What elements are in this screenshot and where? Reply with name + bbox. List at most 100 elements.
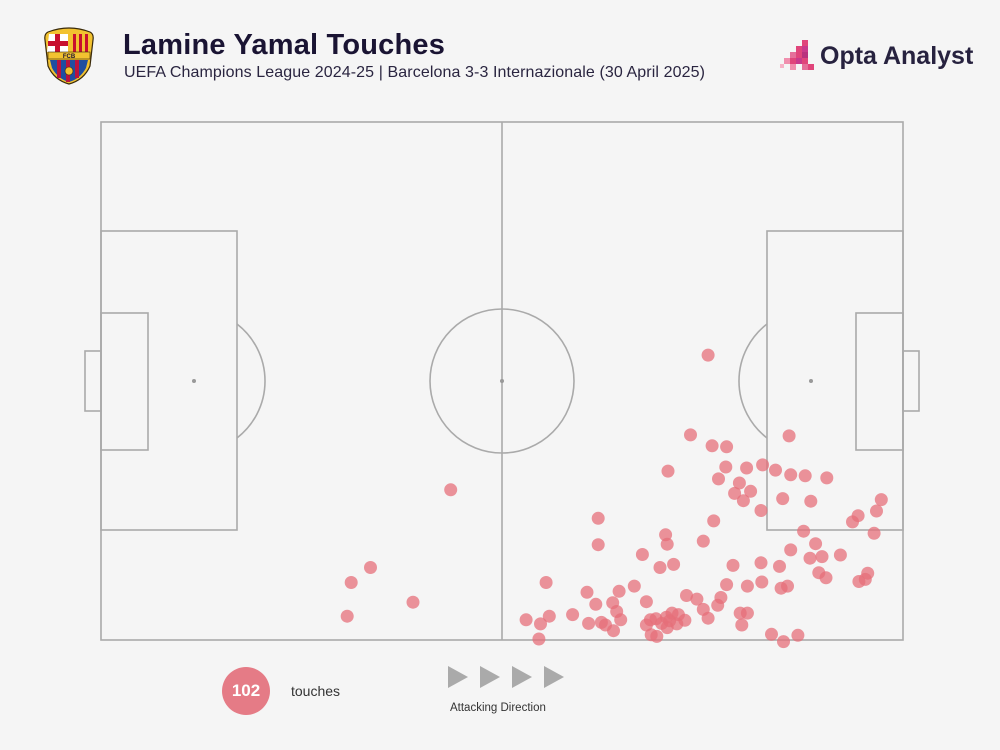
touch-point [653, 561, 667, 574]
touch-point [756, 458, 770, 472]
touch-point [736, 494, 750, 508]
touch-point [755, 575, 769, 589]
touch-point [720, 440, 734, 454]
touch-point [720, 578, 734, 592]
touch-points [340, 348, 888, 649]
touch-point [661, 464, 675, 478]
touch-point [782, 429, 796, 443]
touch-point [684, 428, 697, 442]
touch-point [740, 461, 754, 475]
touch-point [612, 584, 626, 598]
attacking-direction-arrows-icon [448, 666, 564, 688]
touch-point [754, 504, 768, 517]
crest-lettering: FCB [63, 54, 76, 60]
touch-point [744, 484, 758, 498]
brand-name: Opta Analyst [820, 42, 974, 70]
touch-point [340, 609, 354, 623]
touch-point [867, 526, 881, 540]
touch-point [591, 538, 605, 552]
left-six-yard-box [100, 312, 149, 451]
touch-point [594, 615, 608, 629]
touch-point [784, 543, 798, 557]
touch-point [582, 616, 596, 630]
touch-count-label: touches [291, 683, 341, 699]
touch-point [591, 511, 605, 525]
touch-point [406, 595, 420, 609]
touch-point [580, 585, 594, 599]
right-penalty-spot [809, 379, 813, 383]
touch-point [712, 472, 725, 486]
touch-point [735, 618, 749, 632]
touch-point [740, 579, 754, 593]
touch-point [539, 576, 553, 589]
touch-point [833, 548, 847, 562]
touch-point [542, 609, 556, 623]
touch-count-badge: 102 [222, 667, 270, 715]
touch-point [719, 460, 733, 474]
direction-arrow-icon [544, 666, 564, 688]
left-penalty-arc [236, 323, 266, 439]
pitch-spots [192, 379, 813, 383]
chart-title: Lamine Yamal Touches [123, 29, 446, 61]
right-goal [902, 350, 920, 412]
centre-spot [500, 379, 504, 383]
touch-point [566, 608, 580, 622]
touch-point [773, 559, 786, 573]
touch-point [870, 504, 883, 518]
touch-point [714, 591, 728, 604]
touch-point [364, 561, 377, 574]
touch-point [660, 621, 674, 635]
touch-point [784, 468, 798, 482]
touch-point [344, 576, 358, 589]
touch-point [820, 471, 834, 485]
touch-point [705, 439, 719, 453]
touch-point [644, 628, 658, 642]
touch-point [639, 618, 653, 632]
touch-point [635, 548, 649, 561]
touch-point [852, 575, 866, 588]
touch-point [614, 613, 628, 627]
touch-point [874, 493, 888, 507]
touch-point [776, 492, 790, 506]
right-penalty-arc [738, 323, 768, 439]
touch-point [519, 613, 533, 627]
touch-point [769, 463, 782, 477]
touch-point [728, 486, 742, 500]
right-penalty-area [766, 230, 904, 531]
touch-point [696, 534, 710, 548]
touch-point [803, 551, 817, 565]
touch-point [815, 550, 829, 564]
touch-point [797, 524, 811, 538]
right-six-yard-box [855, 312, 904, 451]
touch-point [804, 494, 818, 508]
touch-point [707, 514, 721, 528]
opta-pixel-mark-icon [780, 40, 814, 70]
direction-arrow-icon [512, 666, 532, 688]
touch-point [678, 613, 692, 627]
touch-point [809, 537, 823, 551]
touch-point [680, 589, 693, 602]
direction-arrow-icon [480, 666, 500, 688]
touch-point [733, 606, 747, 620]
chart-subtitle: UEFA Champions League 2024-25 | Barcelon… [124, 64, 706, 81]
touch-point [726, 558, 740, 572]
touch-point [701, 348, 715, 362]
fc-barcelona-crest-icon: FCB [44, 27, 94, 85]
left-penalty-spot [192, 379, 196, 383]
touch-point [589, 597, 603, 611]
touch-point [532, 632, 546, 646]
touch-point [690, 592, 704, 606]
touch-point [765, 627, 778, 641]
touch-point [732, 476, 746, 490]
touch-point [754, 556, 768, 570]
attacking-direction-label: Attacking Direction [450, 702, 546, 714]
touch-point [774, 581, 788, 595]
touch-point [627, 579, 641, 593]
opta-analyst-logo: Opta Analyst [780, 38, 973, 78]
touch-point [777, 635, 790, 649]
touch-point [819, 571, 833, 585]
touch-point [534, 617, 547, 631]
left-goal [84, 350, 102, 412]
touch-point [639, 595, 653, 609]
